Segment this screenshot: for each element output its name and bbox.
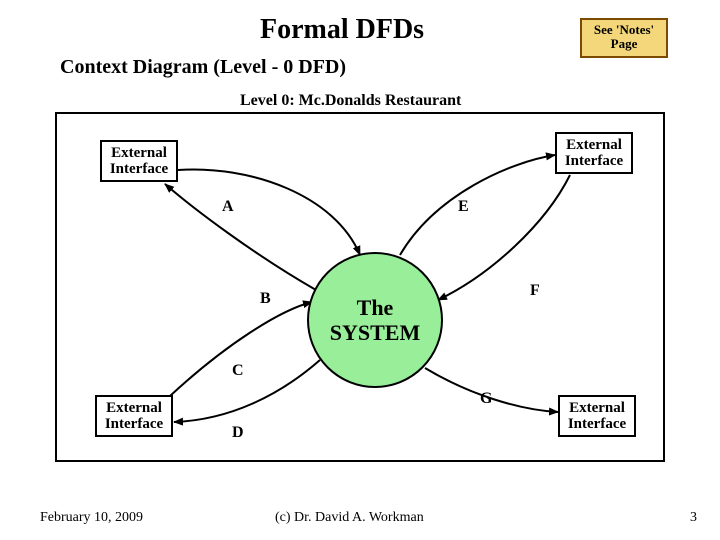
- notes-line1: See 'Notes': [594, 22, 654, 37]
- subtitle: Context Diagram (Level - 0 DFD): [60, 56, 346, 79]
- flow-label-a: A: [222, 198, 234, 216]
- ext-label: Interface: [110, 161, 168, 178]
- flow-label-d: D: [232, 424, 244, 442]
- notes-line2: Page: [611, 36, 638, 51]
- system-process: The SYSTEM: [307, 252, 443, 388]
- flow-label-c: C: [232, 362, 244, 380]
- diagram-title: Level 0: Mc.Donalds Restaurant: [240, 92, 461, 110]
- ext-label: External: [569, 400, 625, 417]
- external-interface-tl: External Interface: [100, 140, 178, 182]
- ext-label: Interface: [105, 416, 163, 433]
- slide: Formal DFDs Context Diagram (Level - 0 D…: [0, 0, 720, 540]
- page-title: Formal DFDs: [260, 14, 424, 46]
- flow-label-b: B: [260, 290, 271, 308]
- external-interface-tr: External Interface: [555, 132, 633, 174]
- ext-label: Interface: [565, 153, 623, 170]
- flow-label-e: E: [458, 198, 469, 216]
- system-label: SYSTEM: [330, 320, 420, 345]
- external-interface-bl: External Interface: [95, 395, 173, 437]
- ext-label: External: [111, 145, 167, 162]
- ext-label: External: [106, 400, 162, 417]
- notes-callout: See 'Notes' Page: [580, 18, 668, 58]
- footer-copyright: (c) Dr. David A. Workman: [275, 510, 424, 526]
- ext-label: External: [566, 137, 622, 154]
- flow-label-g: G: [480, 390, 492, 408]
- footer-date: February 10, 2009: [40, 510, 143, 526]
- external-interface-br: External Interface: [558, 395, 636, 437]
- flow-label-f: F: [530, 282, 540, 300]
- system-label: The: [357, 295, 394, 320]
- ext-label: Interface: [568, 416, 626, 433]
- footer-page-number: 3: [690, 510, 697, 526]
